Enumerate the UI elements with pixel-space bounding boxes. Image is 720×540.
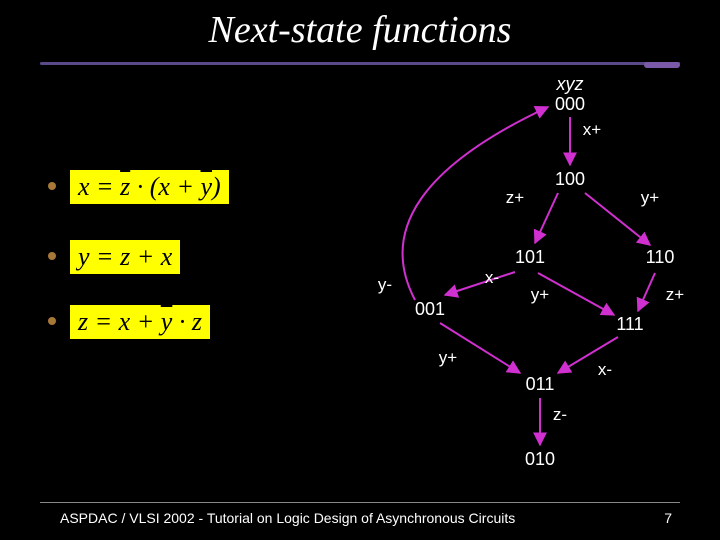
node-110: 110: [646, 247, 675, 267]
bullet-icon: [48, 252, 56, 260]
node-011: 011: [526, 374, 555, 394]
node-010: 010: [525, 449, 555, 469]
edge-y-plus-1: y+: [641, 188, 660, 207]
node-000: 000: [555, 94, 585, 114]
edge-z-minus: z-: [553, 405, 567, 424]
equation-2: y = z + x: [70, 240, 180, 274]
edge-z-plus-1: z+: [506, 188, 525, 207]
edge-x-minus-1: x-: [485, 268, 499, 287]
page-title: Next-state functions: [0, 8, 720, 52]
equation-1: x = z · (x + y): [70, 170, 229, 204]
edge-y-plus-3: y+: [439, 348, 458, 367]
divider-top-accent: [644, 62, 680, 68]
edge-y-plus-2: y+: [531, 285, 550, 304]
node-100: 100: [555, 169, 585, 189]
footer-text: ASPDAC / VLSI 2002 - Tutorial on Logic D…: [60, 510, 515, 526]
divider-bottom: [40, 502, 680, 503]
xyz-label: xyz: [556, 75, 584, 94]
edge-x-minus-2: x-: [598, 360, 612, 379]
divider-top: [40, 62, 680, 65]
page-number: 7: [664, 510, 672, 526]
node-001: 001: [415, 299, 445, 319]
node-101: 101: [515, 247, 545, 267]
bullet-icon: [48, 317, 56, 325]
edge-z-plus-2: z+: [666, 285, 685, 304]
bullet-icon: [48, 182, 56, 190]
node-111: 111: [616, 314, 643, 334]
equation-3: z = x + y · z: [70, 305, 210, 339]
edge-x-plus: x+: [583, 120, 602, 139]
edge-y-minus: y-: [378, 275, 392, 294]
state-diagram: xyz 000 x+ 100 z+ y+ 101 110 x- y+ z+ 00…: [330, 75, 705, 500]
